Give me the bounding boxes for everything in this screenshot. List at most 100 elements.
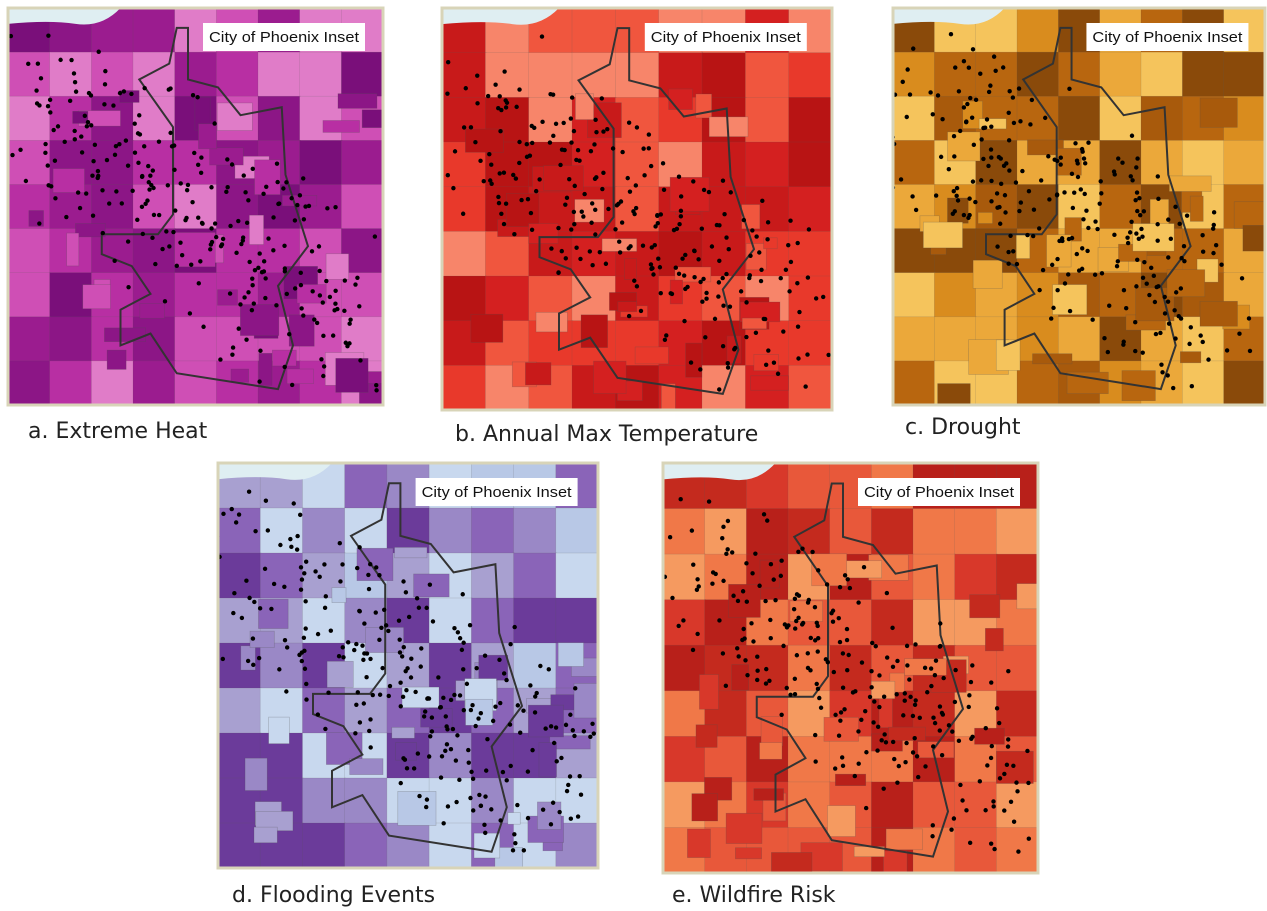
site-dot	[793, 626, 797, 630]
site-dot	[914, 208, 918, 212]
site-dot	[199, 155, 203, 159]
site-dot	[417, 794, 421, 798]
site-dot	[779, 276, 783, 280]
site-dot	[658, 265, 662, 269]
site-dot	[736, 599, 740, 603]
region	[1017, 8, 1059, 53]
site-dot	[721, 344, 725, 348]
site-dot	[568, 713, 572, 717]
map-panel: City of Phoenix Inset	[205, 463, 615, 882]
region	[1141, 96, 1183, 141]
site-dot	[130, 189, 134, 193]
site-dot	[535, 691, 539, 695]
site-dot	[674, 265, 678, 269]
site-dot	[879, 738, 883, 742]
tract	[395, 547, 427, 557]
tract	[670, 177, 709, 211]
site-dot	[1122, 288, 1126, 292]
site-dot	[1046, 154, 1050, 158]
site-dot	[456, 630, 460, 634]
region	[955, 782, 998, 829]
site-dot	[185, 188, 189, 192]
site-dot	[725, 547, 729, 551]
site-dot	[117, 142, 121, 146]
site-dot	[569, 227, 573, 231]
site-dot	[502, 69, 506, 73]
region	[556, 553, 599, 599]
tract	[970, 595, 1000, 618]
site-dot	[422, 714, 426, 718]
site-dot	[683, 253, 687, 257]
site-dot	[792, 607, 796, 611]
site-dot	[762, 512, 766, 516]
site-dot	[1052, 158, 1056, 162]
region	[789, 321, 833, 367]
site-dot	[39, 76, 43, 80]
site-dot	[1106, 350, 1110, 354]
region	[789, 142, 833, 188]
site-dot	[1090, 318, 1094, 322]
site-dot	[1126, 241, 1130, 245]
site-dot	[251, 663, 255, 667]
site-dot	[430, 715, 434, 719]
site-dot	[1121, 342, 1125, 346]
site-dot	[950, 729, 954, 733]
site-dot	[1115, 264, 1119, 268]
site-dot	[152, 213, 156, 217]
site-dot	[69, 58, 73, 62]
site-dot	[695, 588, 699, 592]
site-dot	[1043, 116, 1047, 120]
site-dot	[1006, 744, 1010, 748]
region	[133, 184, 176, 229]
site-dot	[467, 760, 471, 764]
site-dot	[772, 577, 776, 581]
site-dot	[580, 210, 584, 214]
site-dot	[971, 47, 975, 51]
site-dot	[1062, 190, 1066, 194]
site-dot	[895, 780, 899, 784]
site-dot	[736, 654, 740, 658]
site-dot	[263, 296, 267, 300]
site-dot	[462, 125, 466, 129]
tract	[1200, 98, 1237, 127]
tract	[975, 728, 1005, 744]
site-dot	[72, 129, 76, 133]
site-dot	[517, 140, 521, 144]
site-dot	[78, 206, 82, 210]
site-dot	[871, 720, 875, 724]
site-dot	[479, 711, 483, 715]
site-dot	[283, 365, 287, 369]
site-dot	[813, 733, 817, 737]
site-dot	[1060, 239, 1064, 243]
site-dot	[989, 147, 993, 151]
site-dot	[813, 759, 817, 763]
site-dot	[567, 177, 571, 181]
site-dot	[157, 213, 161, 217]
site-dot	[548, 92, 552, 96]
site-dot	[528, 153, 532, 157]
region	[8, 273, 51, 318]
site-dot	[1171, 386, 1175, 390]
site-dot	[793, 692, 797, 696]
site-dot	[966, 216, 970, 220]
tract	[395, 743, 416, 761]
site-dot	[209, 185, 213, 189]
site-dot	[86, 120, 90, 124]
site-dot	[1058, 162, 1062, 166]
site-dot	[964, 119, 968, 123]
site-dot	[529, 211, 533, 215]
site-dot	[91, 213, 95, 217]
site-dot	[913, 703, 917, 707]
site-dot	[936, 93, 940, 97]
site-dot	[498, 94, 502, 98]
site-dot	[479, 804, 483, 808]
tract	[350, 759, 383, 775]
site-dot	[611, 146, 615, 150]
site-dot	[904, 741, 908, 745]
region	[893, 317, 935, 362]
site-dot	[1011, 249, 1015, 253]
site-dot	[341, 655, 345, 659]
site-dot	[1076, 175, 1080, 179]
site-dot	[342, 309, 346, 313]
region	[913, 600, 956, 647]
